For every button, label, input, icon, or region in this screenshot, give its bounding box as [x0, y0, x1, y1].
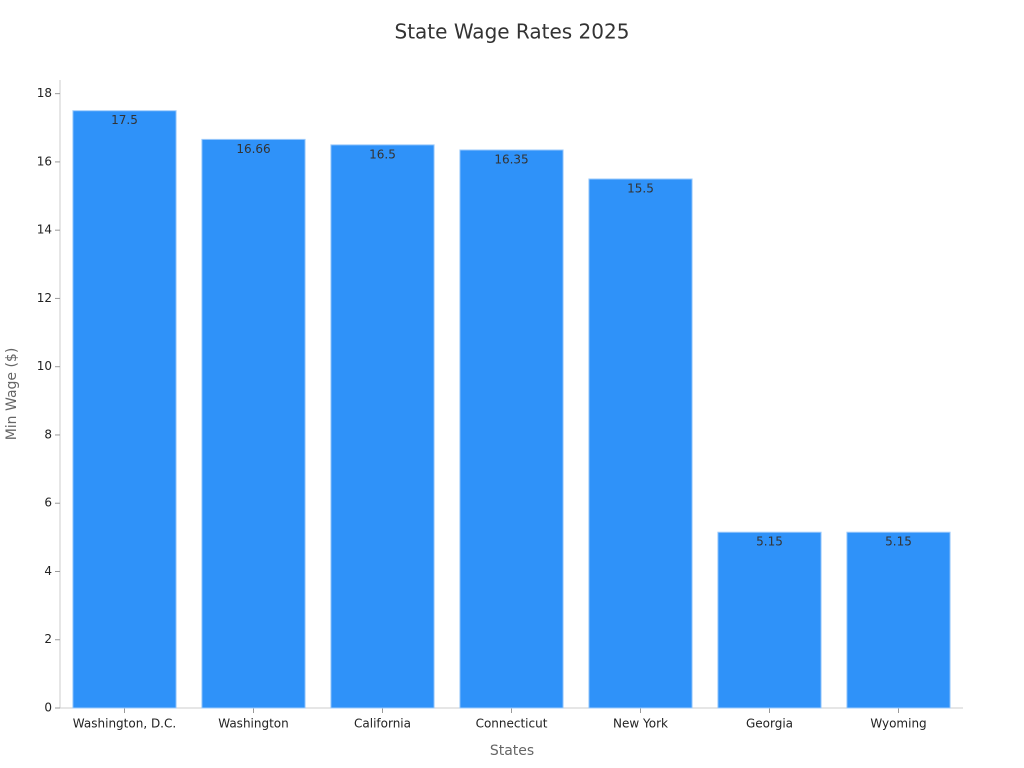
y-tick-label: 10 [37, 359, 52, 373]
chart-title: State Wage Rates 2025 [395, 20, 630, 44]
x-tick-label: Connecticut [476, 717, 548, 731]
y-tick-label: 0 [44, 701, 52, 715]
y-tick-label: 6 [44, 496, 52, 510]
y-tick-label: 14 [37, 223, 52, 237]
y-tick-label: 18 [37, 86, 52, 100]
bar [846, 531, 951, 709]
y-tick-label: 4 [44, 564, 52, 578]
x-tick-label: Wyoming [870, 717, 926, 731]
x-tick-label: Georgia [746, 717, 793, 731]
x-tick-label: New York [613, 717, 668, 731]
bar [717, 531, 822, 709]
x-axis-label: States [490, 743, 534, 759]
data-label: 17.5 [111, 113, 138, 127]
data-label: 16.35 [494, 152, 528, 166]
bar [201, 138, 306, 709]
x-tick-label: Washington [218, 717, 289, 731]
bar [588, 178, 693, 709]
data-label: 5.15 [756, 535, 783, 549]
y-tick-label: 8 [44, 427, 52, 441]
bar [330, 144, 435, 709]
y-tick-label: 16 [37, 154, 52, 168]
bar [459, 149, 564, 709]
x-tick-label: Washington, D.C. [73, 717, 176, 731]
bar [72, 110, 177, 709]
data-label: 5.15 [885, 535, 912, 549]
data-label: 16.5 [369, 147, 396, 161]
y-tick-label: 2 [44, 632, 52, 646]
y-axis-label: Min Wage ($) [4, 348, 20, 441]
x-tick-label: California [354, 717, 411, 731]
data-label: 16.66 [236, 142, 270, 156]
data-label: 15.5 [627, 181, 654, 195]
y-tick-label: 12 [37, 291, 52, 305]
